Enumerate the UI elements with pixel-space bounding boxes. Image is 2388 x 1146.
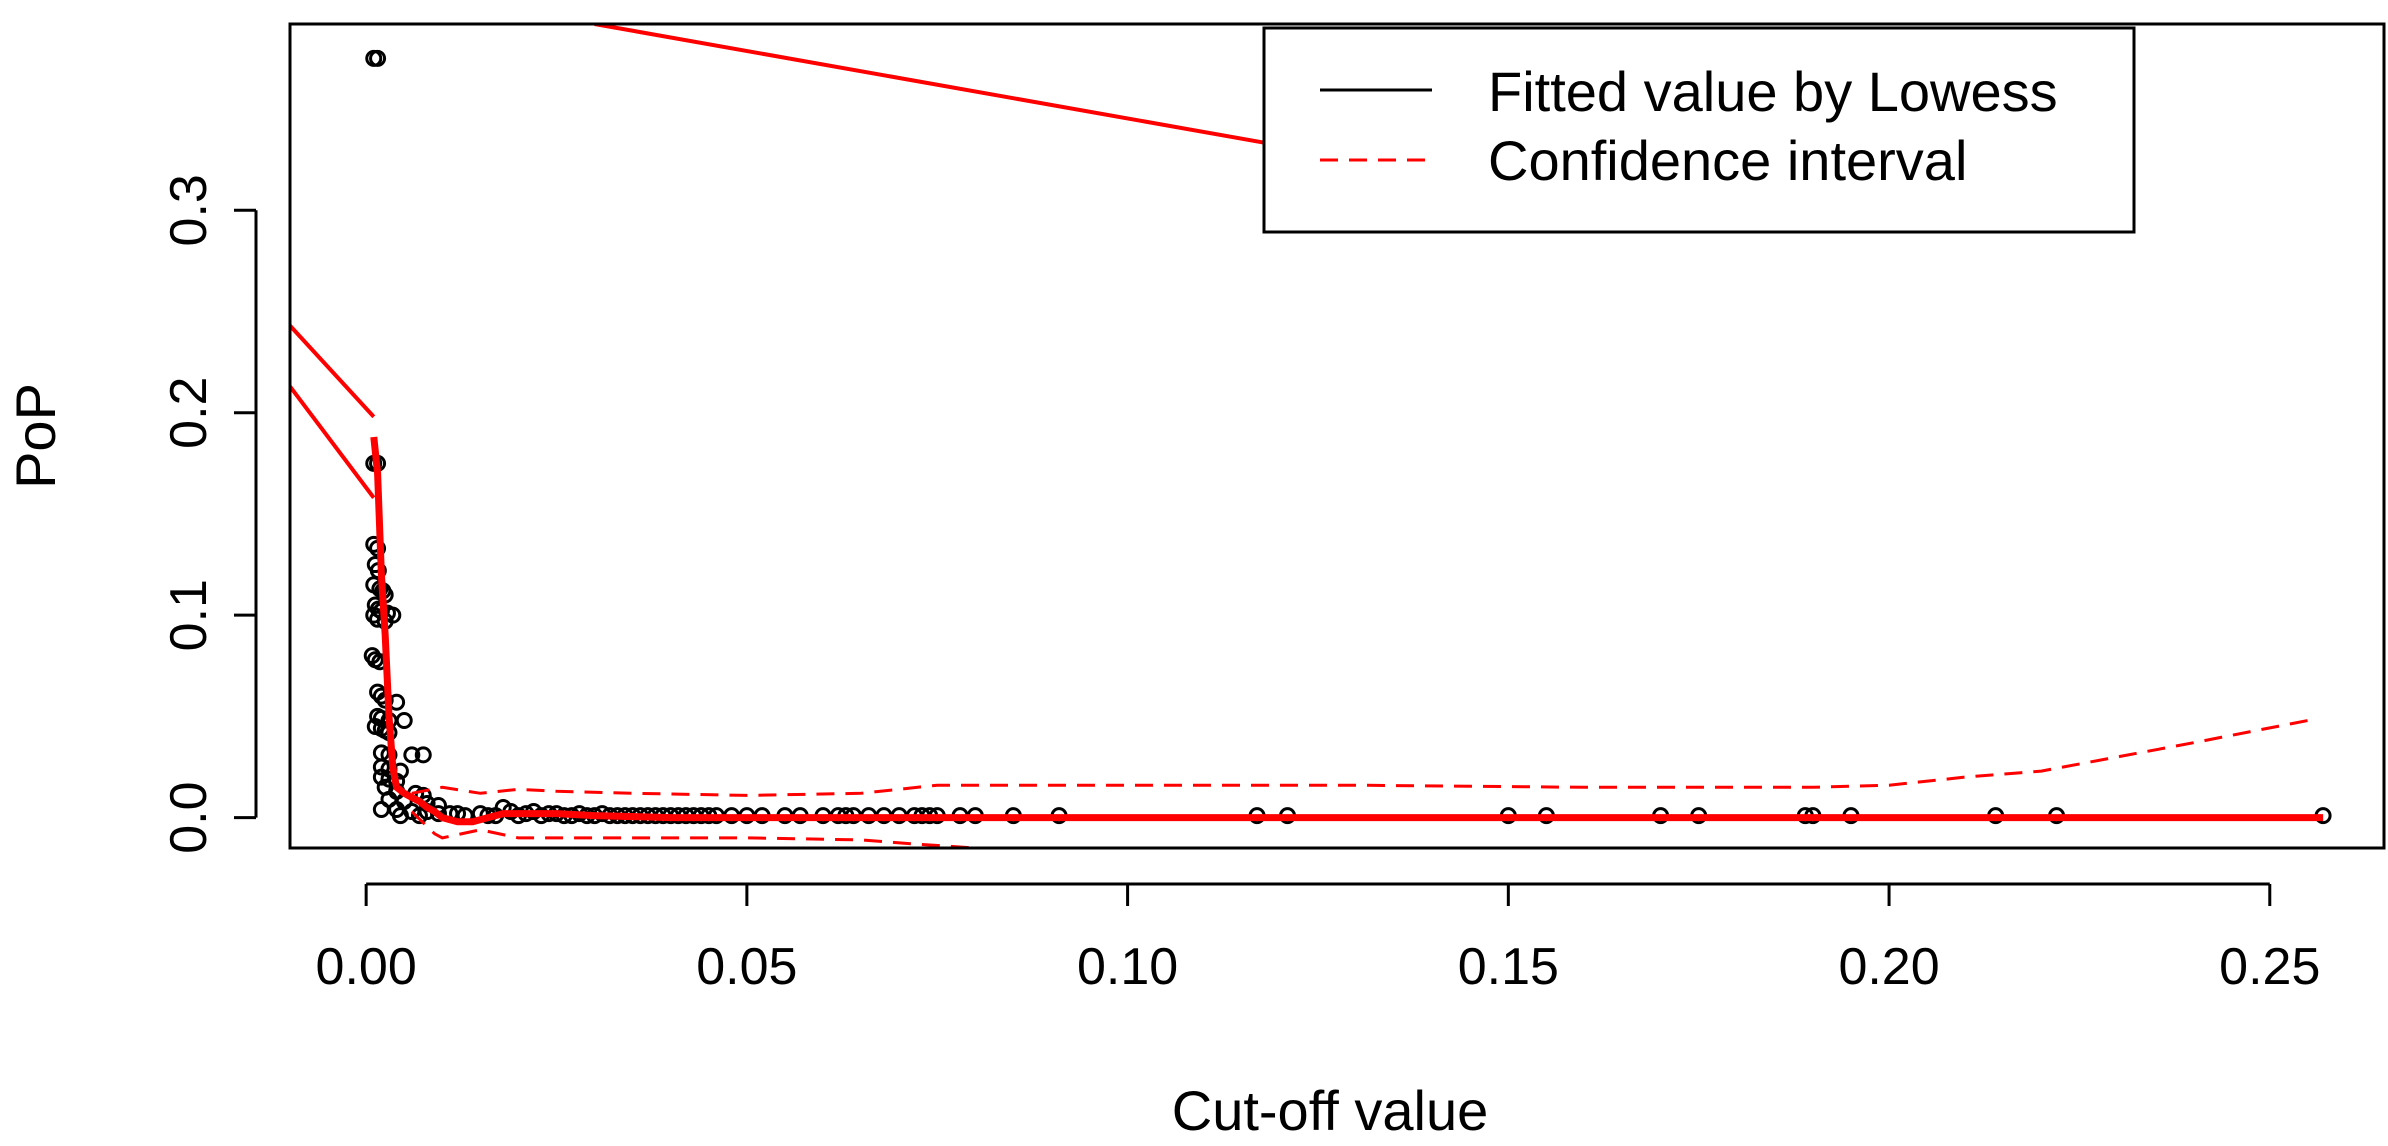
y-tick-label: 0.1 <box>160 579 218 651</box>
y-tick-label: 0.0 <box>160 781 218 853</box>
fitted-extrapolation-line <box>290 385 376 499</box>
x-tick-label: 0.10 <box>1077 938 1178 996</box>
ci-lower-line <box>410 810 1890 848</box>
data-point <box>391 807 409 825</box>
data-point <box>414 746 432 764</box>
x-tick-label: 0.25 <box>2219 938 2320 996</box>
axes: 0.00 0.05 0.10 0.15 0.20 0.25 0.0 0.1 0.2 0.3 <box>160 174 2320 996</box>
fitted-lowess-line <box>370 436 2324 826</box>
y-tick-label: 0.2 <box>160 377 218 449</box>
x-tick-label: 0.00 <box>316 938 417 996</box>
fitted-extrapolation-line <box>290 324 376 419</box>
data-point <box>372 768 390 786</box>
fitted-extrapolation-line <box>594 24 1349 160</box>
x-tick-label: 0.05 <box>696 938 797 996</box>
data-point <box>395 711 413 729</box>
data-point <box>372 801 390 819</box>
legend-label-ci: Confidence interval <box>1488 129 1967 192</box>
plot-frame <box>288 22 2386 850</box>
y-axis-title: PoP <box>4 383 67 489</box>
data-point <box>369 49 387 67</box>
x-tick-label: 0.15 <box>1458 938 1559 996</box>
legend: Fitted value by Lowess Confidence interv… <box>1262 26 2136 234</box>
data-point <box>372 758 390 776</box>
x-axis-title: Cut-off value <box>1172 1079 1488 1142</box>
plot-area <box>290 24 2332 848</box>
legend-box <box>1262 26 2136 234</box>
data-point <box>403 746 421 764</box>
y-tick-label: 0.3 <box>160 174 218 246</box>
data-point <box>410 807 428 825</box>
x-tick-label: 0.20 <box>1838 938 1939 996</box>
legend-label-fitted: Fitted value by Lowess <box>1488 60 2058 123</box>
ci-upper-line <box>411 719 2309 797</box>
